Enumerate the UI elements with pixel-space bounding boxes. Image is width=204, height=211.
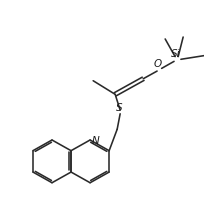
Text: O: O — [153, 59, 161, 69]
Text: N: N — [92, 136, 99, 146]
Text: Si: Si — [171, 49, 180, 59]
Text: S: S — [115, 103, 122, 113]
